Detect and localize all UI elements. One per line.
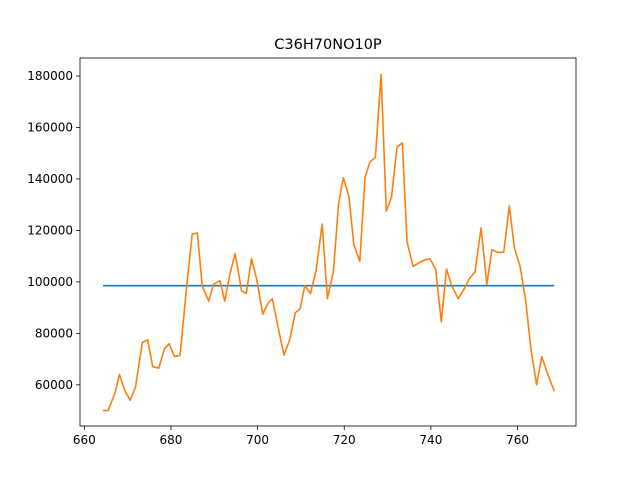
- plot-lines: [103, 73, 556, 412]
- chart-title: C36H70NO10P: [274, 37, 382, 53]
- y-axis: 60000 80000 100000 120000 140000 160000 180000: [27, 69, 80, 392]
- y-tick-label: 80000: [35, 326, 73, 340]
- y-tick-label: 120000: [27, 223, 73, 237]
- x-tick-label: 680: [160, 433, 183, 447]
- y-tick-label: 100000: [27, 275, 73, 289]
- series-line-2: [103, 73, 556, 412]
- x-tick-label: 660: [73, 433, 96, 447]
- y-tick-label: 180000: [27, 69, 73, 83]
- x-tick-label: 700: [246, 433, 269, 447]
- x-tick-label: 740: [419, 433, 442, 447]
- axes-frame: [79, 57, 577, 427]
- x-axis: 660 680 700 720 740 760: [73, 426, 529, 447]
- x-tick-label: 760: [506, 433, 529, 447]
- y-tick-label: 140000: [27, 172, 73, 186]
- y-tick-label: 60000: [35, 378, 73, 392]
- y-tick-label: 160000: [27, 120, 73, 134]
- x-tick-label: 720: [333, 433, 356, 447]
